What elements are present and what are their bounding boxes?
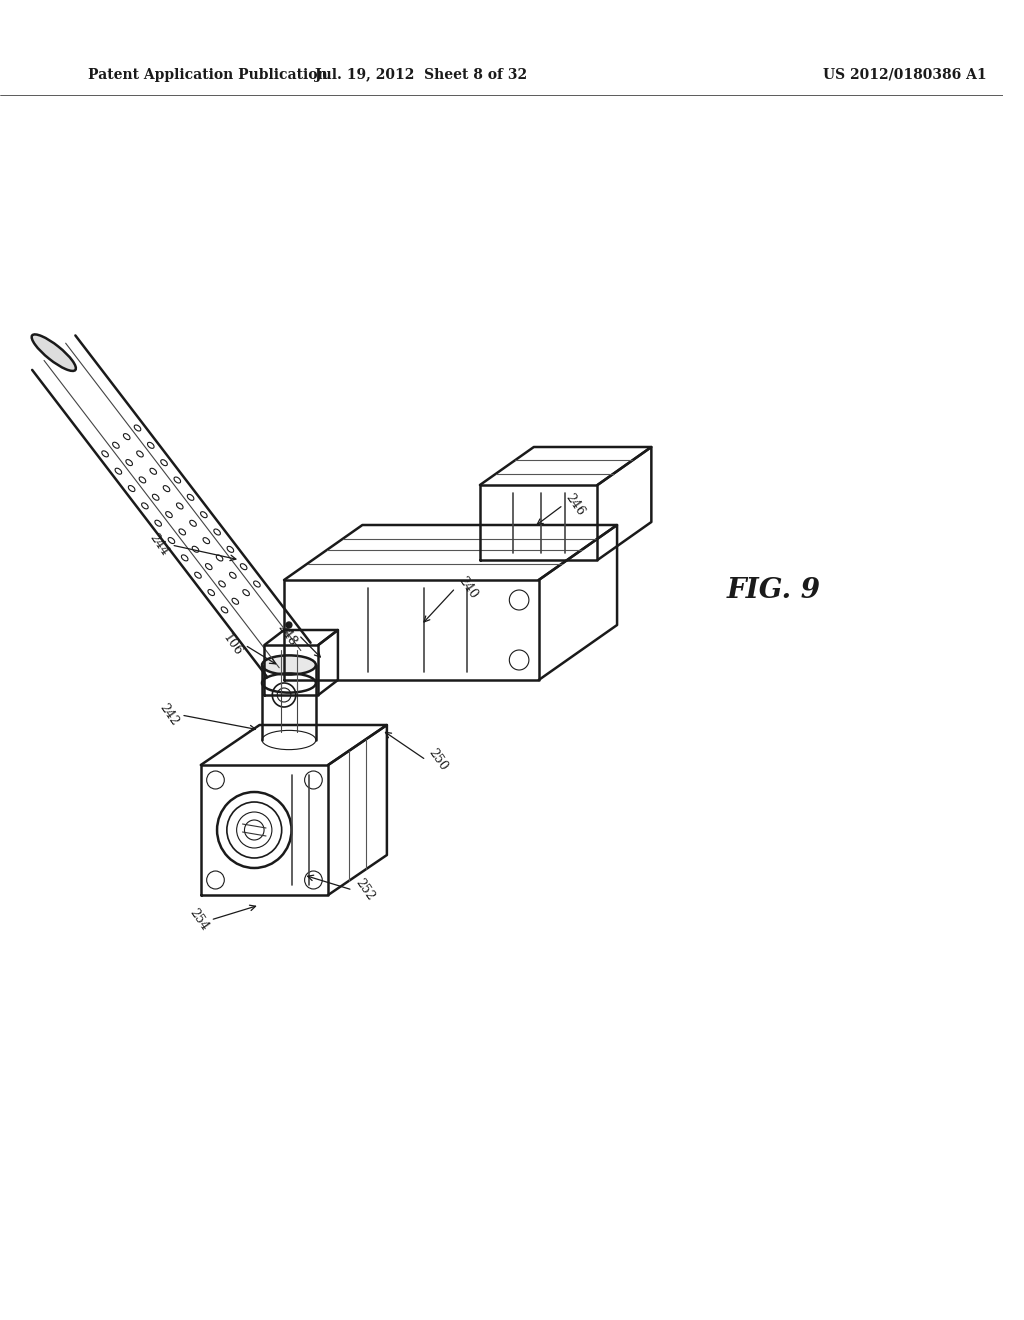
Text: Jul. 19, 2012  Sheet 8 of 32: Jul. 19, 2012 Sheet 8 of 32 (315, 69, 527, 82)
Text: 106: 106 (220, 631, 245, 659)
Ellipse shape (32, 334, 76, 371)
Text: 244: 244 (147, 532, 171, 558)
Text: US 2012/0180386 A1: US 2012/0180386 A1 (822, 69, 986, 82)
Text: 252: 252 (352, 876, 377, 903)
Text: 242: 242 (157, 701, 181, 729)
Text: 254: 254 (186, 907, 211, 933)
Text: 250: 250 (426, 747, 451, 774)
Text: 240: 240 (456, 574, 480, 602)
Ellipse shape (262, 655, 315, 675)
Text: FIG. 9: FIG. 9 (727, 577, 821, 603)
Text: 248: 248 (274, 622, 299, 648)
Text: Patent Application Publication: Patent Application Publication (88, 69, 328, 82)
Circle shape (286, 622, 292, 628)
Text: 246: 246 (563, 491, 588, 519)
